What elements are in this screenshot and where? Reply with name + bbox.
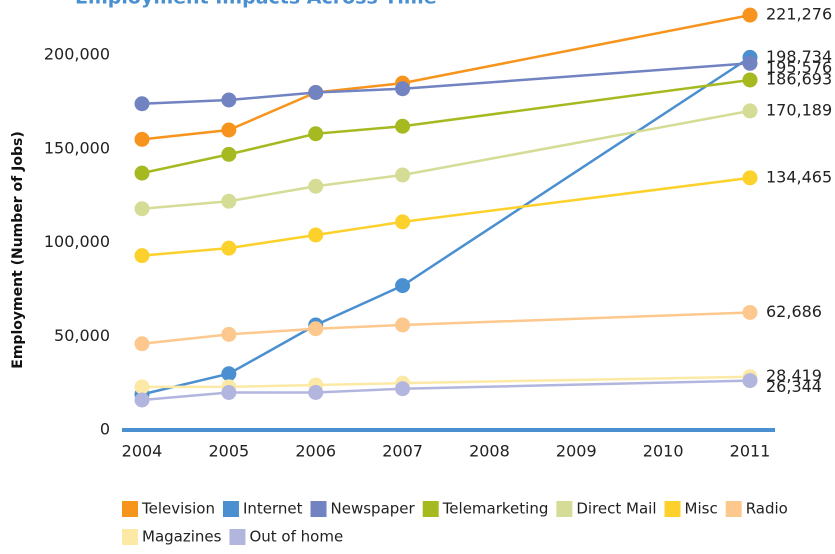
legend-swatch <box>122 501 138 517</box>
y-tick-label: 200,000 <box>44 45 110 64</box>
x-tick-label: 2011 <box>730 442 771 461</box>
legend-swatch <box>229 529 246 545</box>
data-point <box>308 321 324 337</box>
x-tick-label: 2007 <box>382 442 423 461</box>
data-label: 198,734 <box>766 47 832 66</box>
data-label: 221,276 <box>766 5 832 24</box>
y-tick-label: 100,000 <box>44 232 110 251</box>
series-line <box>141 56 751 396</box>
data-point <box>395 118 411 134</box>
data-point <box>134 379 150 395</box>
data-label: 134,465 <box>766 167 832 186</box>
legend-item: Telemarketing <box>422 500 549 518</box>
legend-item: Misc <box>664 500 718 518</box>
x-tick-label: 2008 <box>469 442 510 461</box>
data-point <box>742 72 758 88</box>
legend-swatch <box>422 501 439 517</box>
data-point <box>395 214 411 230</box>
data-point <box>221 146 237 162</box>
data-point <box>221 193 237 209</box>
x-tick-label: 2006 <box>295 442 336 461</box>
legend-item: Direct Mail <box>556 500 657 518</box>
data-point <box>308 227 324 243</box>
x-tick-label: 2004 <box>122 442 163 461</box>
data-point <box>221 366 237 382</box>
legend-swatch <box>122 529 138 545</box>
data-point <box>221 92 237 108</box>
legend-label: Misc <box>685 500 718 518</box>
data-point <box>134 96 150 112</box>
data-point <box>221 240 237 256</box>
y-tick-label: 50,000 <box>54 326 110 345</box>
legend-item: Television <box>122 500 215 518</box>
data-point <box>221 326 237 342</box>
data-point <box>395 317 411 333</box>
legend-swatch <box>222 501 239 517</box>
legend-label: Internet <box>243 500 303 518</box>
data-point <box>742 304 758 320</box>
legend-label: Television <box>141 500 215 518</box>
data-point <box>308 385 324 400</box>
data-point <box>395 278 411 294</box>
legend-item: Newspaper <box>310 500 416 518</box>
data-label: 62,686 <box>766 302 822 321</box>
data-label: 195,576 <box>766 58 832 77</box>
legend-label: Newspaper <box>331 500 416 518</box>
data-point <box>134 336 150 352</box>
data-point <box>134 165 150 181</box>
data-point <box>134 131 150 147</box>
y-tick-label: 0 <box>100 420 110 439</box>
data-point <box>742 103 758 119</box>
data-point <box>742 373 758 389</box>
data-point <box>395 81 411 97</box>
x-tick-label: 2005 <box>208 442 249 461</box>
data-label: 170,189 <box>766 100 832 119</box>
x-tick-label: 2009 <box>556 442 597 461</box>
legend-swatch <box>725 501 742 517</box>
legend-label: Magazines <box>142 528 222 546</box>
data-point <box>308 126 324 142</box>
legend-swatch <box>556 501 573 517</box>
legend-item: Magazines <box>122 528 222 546</box>
data-point <box>221 385 237 400</box>
y-axis-label: Employment (Number of Jobs) <box>10 131 26 368</box>
x-tick-label: 2010 <box>643 442 684 461</box>
data-point <box>742 55 758 71</box>
data-point <box>134 392 150 408</box>
legend-label: Out of home <box>249 528 343 546</box>
legend-item: Out of home <box>229 528 343 546</box>
data-point <box>221 122 237 138</box>
data-point <box>742 7 758 23</box>
chart-title: Employment Impacts Across Time <box>75 0 437 9</box>
legend-item: Internet <box>222 500 303 518</box>
data-label: 26,344 <box>766 377 822 396</box>
data-point <box>134 248 150 264</box>
legend-label: Direct Mail <box>576 500 656 518</box>
data-point <box>395 167 411 183</box>
data-point <box>395 381 411 397</box>
legend-label: Radio <box>746 500 788 518</box>
data-point <box>134 201 150 217</box>
data-point <box>308 178 324 194</box>
legend-label: Telemarketing <box>442 500 549 518</box>
legend-swatch <box>310 501 327 517</box>
legend-item: Radio <box>725 500 788 518</box>
data-label: 28,419 <box>766 366 822 385</box>
y-tick-label: 150,000 <box>44 138 110 157</box>
data-point <box>742 170 758 186</box>
data-label: 186,693 <box>766 69 832 88</box>
legend-swatch <box>664 501 681 517</box>
data-point <box>308 85 324 100</box>
